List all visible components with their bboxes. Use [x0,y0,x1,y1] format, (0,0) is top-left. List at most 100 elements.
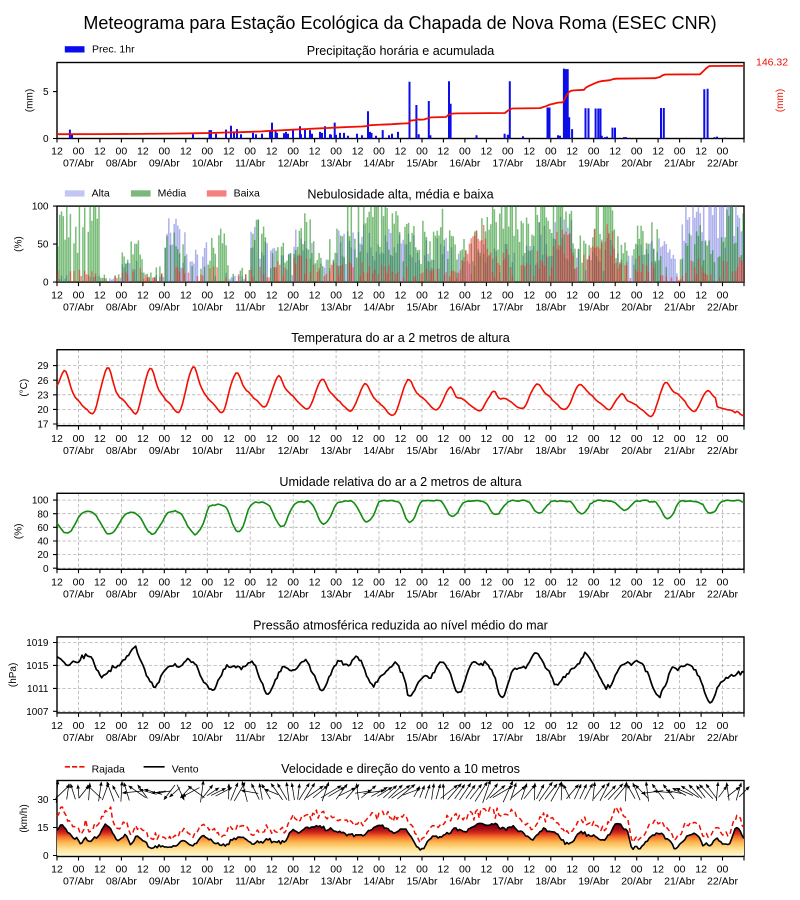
svg-text:20: 20 [37,550,49,561]
svg-text:Pressão atmosférica reduzida a: Pressão atmosférica reduzida ao nível mé… [253,618,548,632]
svg-text:00: 00 [416,864,428,876]
svg-text:00: 00 [373,864,385,876]
svg-text:12: 12 [94,433,106,445]
svg-text:00: 00 [287,146,299,158]
svg-text:Rajada: Rajada [92,764,125,776]
svg-text:00: 00 [287,433,299,445]
svg-text:07/Abr: 07/Abr [63,158,94,170]
svg-text:12: 12 [438,146,450,158]
svg-text:12: 12 [180,577,192,589]
svg-text:00: 00 [416,720,428,732]
svg-text:00: 00 [244,720,256,732]
svg-text:13/Abr: 13/Abr [321,301,352,313]
svg-text:00: 00 [459,289,471,301]
svg-text:12: 12 [652,577,664,589]
svg-text:12: 12 [51,864,63,876]
svg-text:17: 17 [37,420,49,431]
svg-text:12: 12 [438,577,450,589]
svg-text:00: 00 [674,289,686,301]
svg-text:Velocidade e direção do vento: Velocidade e direção do vento a 10 metro… [281,762,520,776]
svg-text:12: 12 [566,433,578,445]
svg-text:00: 00 [116,864,128,876]
svg-text:11/Abr: 11/Abr [235,732,266,744]
svg-text:00: 00 [158,864,170,876]
svg-text:00: 00 [502,289,514,301]
svg-text:13/Abr: 13/Abr [321,445,352,457]
svg-text:00: 00 [330,577,342,589]
svg-text:12: 12 [51,720,63,732]
svg-text:22/Abr: 22/Abr [707,301,738,313]
svg-text:12: 12 [266,577,278,589]
svg-text:12: 12 [223,433,235,445]
svg-text:12: 12 [137,433,149,445]
svg-text:12: 12 [695,864,707,876]
svg-text:17/Abr: 17/Abr [492,301,523,313]
svg-text:00: 00 [330,864,342,876]
svg-text:21/Abr: 21/Abr [664,732,695,744]
svg-text:07/Abr: 07/Abr [63,589,94,601]
svg-text:15: 15 [37,823,49,834]
svg-text:12: 12 [609,864,621,876]
svg-text:12: 12 [523,289,535,301]
svg-text:12: 12 [94,146,106,158]
svg-text:12: 12 [352,864,364,876]
svg-text:1007: 1007 [26,707,49,718]
svg-text:12: 12 [481,289,493,301]
svg-text:22/Abr: 22/Abr [707,158,738,170]
svg-text:00: 00 [287,289,299,301]
svg-text:10/Abr: 10/Abr [192,876,223,888]
svg-text:14/Abr: 14/Abr [364,876,395,888]
svg-text:12: 12 [51,289,63,301]
svg-text:00: 00 [158,720,170,732]
svg-text:14/Abr: 14/Abr [364,158,395,170]
svg-text:00: 00 [116,289,128,301]
svg-text:00: 00 [502,720,514,732]
svg-text:22/Abr: 22/Abr [707,445,738,457]
svg-text:1019: 1019 [26,638,49,649]
svg-text:40: 40 [37,537,49,548]
svg-text:12: 12 [523,433,535,445]
svg-text:21/Abr: 21/Abr [664,301,695,313]
svg-text:12: 12 [523,146,535,158]
svg-text:00: 00 [416,146,428,158]
svg-text:12: 12 [438,864,450,876]
svg-text:14/Abr: 14/Abr [364,589,395,601]
svg-text:00: 00 [330,289,342,301]
svg-text:Meteograma para Estação Ecológ: Meteograma para Estação Ecológica da Cha… [83,13,716,33]
svg-text:15/Abr: 15/Abr [407,301,438,313]
svg-text:17/Abr: 17/Abr [492,589,523,601]
svg-text:Baixa: Baixa [234,188,260,200]
svg-text:12: 12 [266,720,278,732]
svg-text:12: 12 [266,146,278,158]
svg-text:00: 00 [588,720,600,732]
svg-text:Alta: Alta [92,188,110,200]
svg-text:00: 00 [588,577,600,589]
svg-text:20: 20 [37,405,49,416]
svg-text:22/Abr: 22/Abr [707,589,738,601]
svg-text:12: 12 [309,720,321,732]
svg-text:12: 12 [438,289,450,301]
svg-text:00: 00 [201,864,213,876]
svg-text:00: 00 [502,433,514,445]
svg-text:10/Abr: 10/Abr [192,589,223,601]
svg-text:Precipitação horária e acumula: Precipitação horária e acumulada [307,44,495,58]
svg-text:12: 12 [695,577,707,589]
svg-text:00: 00 [373,289,385,301]
svg-text:08/Abr: 08/Abr [106,589,137,601]
svg-text:18/Abr: 18/Abr [535,445,566,457]
svg-text:26: 26 [37,376,49,387]
svg-text:19/Abr: 19/Abr [578,589,609,601]
svg-text:00: 00 [73,433,85,445]
svg-text:12: 12 [309,864,321,876]
svg-text:(mm): (mm) [775,89,786,112]
svg-text:19/Abr: 19/Abr [578,301,609,313]
svg-text:20/Abr: 20/Abr [621,589,652,601]
svg-text:00: 00 [502,864,514,876]
svg-text:12: 12 [395,864,407,876]
svg-text:22/Abr: 22/Abr [707,732,738,744]
svg-text:12: 12 [566,577,578,589]
svg-text:12: 12 [566,720,578,732]
svg-text:18/Abr: 18/Abr [535,158,566,170]
svg-text:12: 12 [395,720,407,732]
svg-text:(%): (%) [13,236,24,252]
